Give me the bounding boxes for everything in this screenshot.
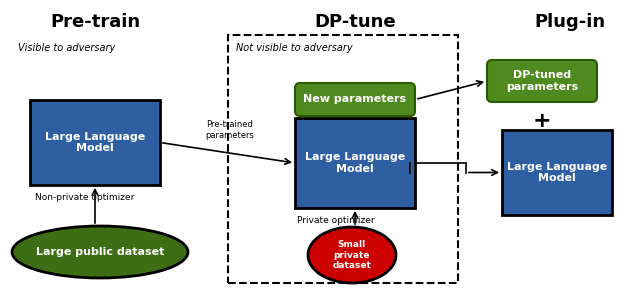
Text: Pre-trained
parameters: Pre-trained parameters [205, 120, 254, 139]
Text: Private optimizer: Private optimizer [297, 216, 374, 225]
FancyBboxPatch shape [487, 60, 597, 102]
Text: Large Language
Model: Large Language Model [507, 162, 607, 183]
Text: New parameters: New parameters [303, 95, 406, 104]
Ellipse shape [12, 226, 188, 278]
FancyBboxPatch shape [30, 100, 160, 185]
Text: Not visible to adversary: Not visible to adversary [236, 43, 353, 53]
Ellipse shape [308, 227, 396, 283]
Text: Plug-in: Plug-in [534, 13, 605, 31]
FancyBboxPatch shape [295, 83, 415, 116]
Text: Large Language
Model: Large Language Model [45, 132, 145, 153]
Text: DP-tune: DP-tune [314, 13, 396, 31]
Text: Small
private
dataset: Small private dataset [333, 240, 371, 270]
Text: Large Language
Model: Large Language Model [305, 152, 405, 174]
FancyBboxPatch shape [502, 130, 612, 215]
Text: Pre-train: Pre-train [50, 13, 140, 31]
Text: Visible to adversary: Visible to adversary [18, 43, 115, 53]
Text: +: + [532, 111, 551, 131]
Text: Large public dataset: Large public dataset [36, 247, 164, 257]
FancyBboxPatch shape [295, 118, 415, 208]
Text: DP-tuned
parameters: DP-tuned parameters [506, 70, 578, 92]
Text: Non-private optimizer: Non-private optimizer [35, 193, 134, 202]
